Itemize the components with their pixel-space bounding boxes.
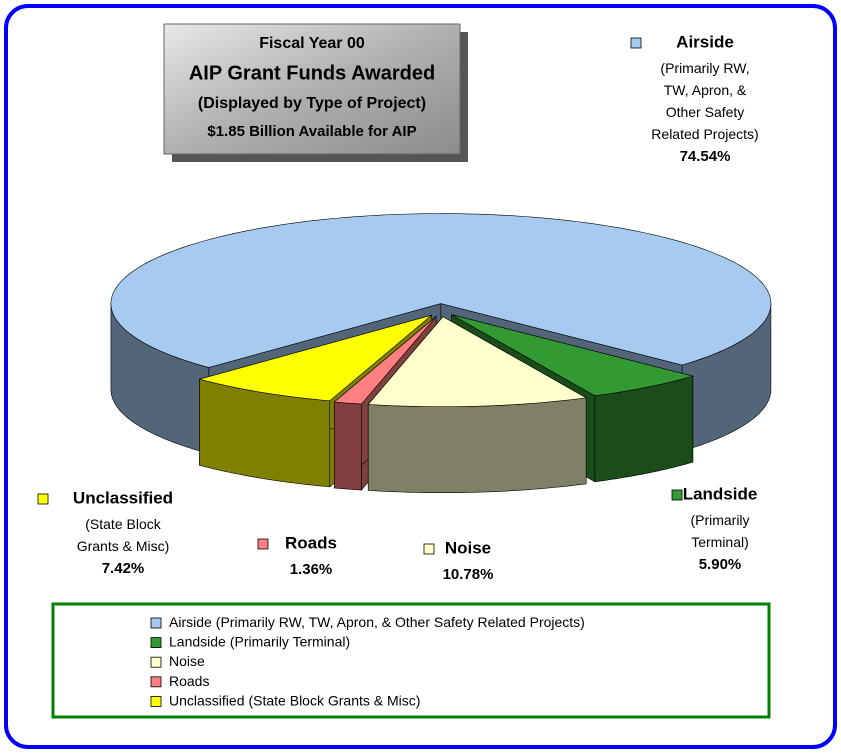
slice-label-value: 10.78% bbox=[443, 566, 494, 583]
legend-box bbox=[51, 602, 771, 719]
slice-label-value: 1.36% bbox=[290, 561, 333, 578]
legend-name: Landside bbox=[169, 633, 226, 649]
slice-label-value: 74.54% bbox=[680, 148, 731, 165]
title-line: Fiscal Year 00 bbox=[259, 35, 365, 52]
title-line: $1.85 Billion Available for AIP bbox=[207, 123, 416, 140]
legend-name: Roads bbox=[169, 673, 209, 689]
legend: Airside (Primarily RW, TW, Apron, & Other… bbox=[150, 614, 585, 708]
label-swatch bbox=[423, 543, 435, 555]
slice-top bbox=[367, 316, 588, 408]
legend-swatch bbox=[150, 696, 162, 707]
legend-entry: Landside (Primarily Terminal) bbox=[169, 633, 350, 649]
label-swatch bbox=[257, 538, 269, 550]
slice-label-value: 7.42% bbox=[102, 560, 145, 577]
legend-name: Unclassified bbox=[169, 692, 244, 708]
legend-description: (State Block Grants & Misc) bbox=[248, 692, 420, 708]
slice-label-name: Unclassified bbox=[73, 488, 173, 507]
slice-wall bbox=[333, 401, 362, 491]
label-swatch bbox=[37, 493, 49, 505]
legend-swatch bbox=[150, 676, 162, 688]
pie bbox=[110, 213, 772, 494]
legend-entry: Noise bbox=[169, 653, 205, 669]
slice-label-name: Airside bbox=[676, 32, 734, 51]
slice-labels: Airside (Primarily RW, TW, Apron, & Other S… bbox=[37, 32, 759, 583]
legend-entry: Roads bbox=[169, 673, 209, 689]
slice-top bbox=[333, 316, 437, 405]
slice-label-description: (Primarily Terminal) bbox=[690, 512, 749, 550]
legend-name: Airside bbox=[169, 614, 212, 630]
legend-swatch bbox=[150, 656, 162, 668]
legend-entry: Unclassified (State Block Grants & Misc) bbox=[169, 692, 420, 708]
slice-label-name: Landside bbox=[683, 484, 758, 503]
slice-label-name: Roads bbox=[285, 533, 337, 552]
label-swatch bbox=[671, 489, 683, 501]
slice-top bbox=[451, 314, 694, 397]
slice-label-name: Noise bbox=[445, 538, 491, 557]
title-line: AIP Grant Funds Awarded bbox=[189, 62, 435, 84]
legend-entry: Airside (Primarily RW, TW, Apron, & Other… bbox=[169, 614, 585, 630]
label-swatch bbox=[630, 37, 642, 49]
legend-swatch bbox=[150, 617, 162, 629]
legend-name: Noise bbox=[169, 653, 205, 669]
legend-description: (Primarily Terminal) bbox=[230, 633, 350, 649]
title-box bbox=[163, 23, 461, 155]
legend-description: (Primarily RW, TW, Apron, & Other Safety… bbox=[216, 614, 585, 630]
slice-label-description: (State Block Grants & Misc) bbox=[77, 516, 170, 554]
slice-label-description: (Primarily RW, TW, Apron, & Other Safety Re… bbox=[651, 60, 758, 142]
slice bbox=[367, 315, 588, 494]
title-line: (Displayed by Type of Project) bbox=[198, 95, 426, 112]
title: Fiscal Year 00 AIP Grant Funds Awarded (Di… bbox=[189, 35, 435, 140]
slice-top bbox=[198, 314, 432, 402]
legend-swatch bbox=[150, 637, 162, 648]
slice-wall bbox=[367, 397, 587, 494]
slice-top bbox=[110, 213, 772, 368]
slice-label-value: 5.90% bbox=[699, 556, 742, 573]
